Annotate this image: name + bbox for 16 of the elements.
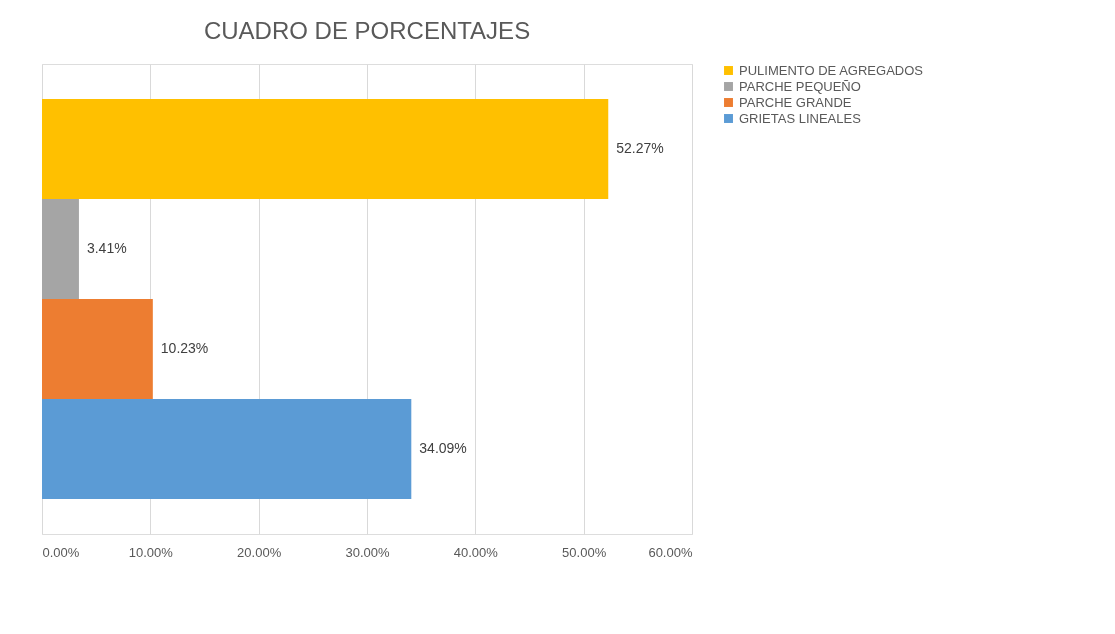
data-label: 3.41% (86, 240, 127, 256)
x-tick-label: 0.00% (42, 544, 80, 560)
legend-label: PARCHE PEQUEÑO (739, 78, 861, 94)
data-label: 52.27% (616, 140, 664, 156)
x-tick-label: 60.00% (648, 544, 693, 560)
legend-label: PARCHE GRANDE (739, 94, 852, 110)
x-tick-label: 30.00% (345, 544, 390, 560)
data-label: 10.23% (160, 340, 209, 356)
legend-label: PULIMENTO DE AGREGADOS (739, 62, 924, 78)
x-tick-label: 10.00% (128, 544, 174, 560)
data-label: 34.09% (419, 440, 467, 456)
chart-title: CUADRO DE PORCENTAJES (203, 17, 531, 44)
x-tick-label: 50.00% (562, 544, 607, 560)
legend-label: GRIETAS LINEALES (739, 110, 862, 126)
x-tick-label: 20.00% (237, 544, 282, 560)
x-tick-label: 40.00% (453, 544, 499, 560)
